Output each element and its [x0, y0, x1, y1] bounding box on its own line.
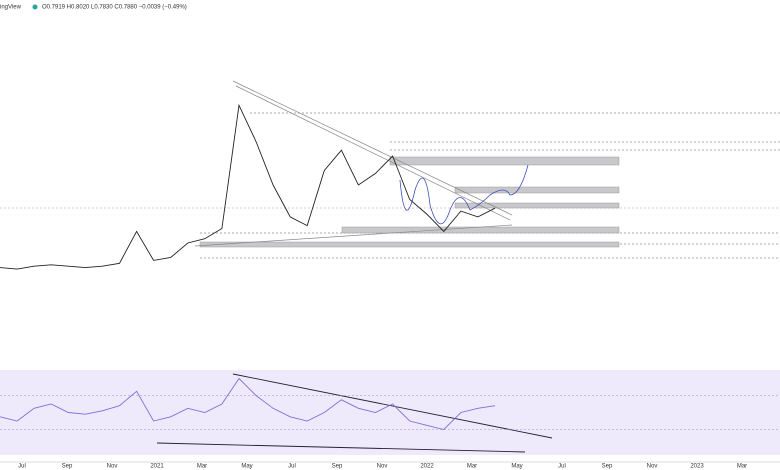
rsi-trendline — [156, 442, 526, 453]
x-tick-label: May — [241, 464, 252, 470]
x-tick-label: Mar — [737, 464, 747, 470]
status-dot — [32, 4, 38, 10]
rsi-pane — [0, 370, 780, 455]
x-tick-label: Mar — [467, 464, 477, 470]
levels — [194, 80, 780, 259]
x-tick-label: Jul — [288, 464, 296, 470]
x-tick-label: Nov — [377, 464, 388, 470]
x-tick-label: 2022 — [420, 464, 434, 470]
x-tick-label: Nov — [107, 464, 118, 470]
x-tick-label: Nov — [647, 464, 658, 470]
rsi-trendline — [232, 373, 553, 439]
x-tick-label: Jul — [18, 464, 26, 470]
series-line — [0, 377, 496, 430]
x-tick-label: Jul — [558, 464, 566, 470]
series-line — [0, 103, 496, 270]
x-tick-label: 2021 — [150, 464, 164, 470]
x-tick-label: Mar — [197, 464, 207, 470]
x-tick-label: Sep — [332, 464, 343, 470]
x-tick-label: Sep — [602, 464, 613, 470]
brand: ingView — [0, 5, 22, 11]
ohlc-quote: O0.7919 H0.8020 L0.7830 C0.7880 −0.0039 … — [42, 5, 187, 11]
x-tick-label: 2023 — [690, 464, 704, 470]
x-tick-label: Sep — [62, 464, 73, 470]
x-tick-label: May — [511, 464, 522, 470]
